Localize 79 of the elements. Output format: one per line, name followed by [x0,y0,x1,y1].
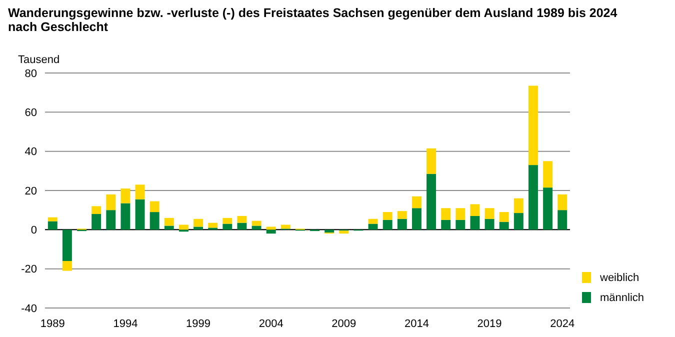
bar [194,218,204,227]
bar [397,211,407,219]
y-tick-label: 40 [24,146,37,158]
bar [382,220,392,230]
bar [368,218,378,224]
bar [339,230,349,234]
bar [499,212,509,222]
bar [222,224,232,230]
x-tick-label: 2004 [258,318,284,330]
bar [426,148,436,174]
chart-title: Wanderungsgewinne bzw. -verluste (-) des Freistaates Sachsen gegenüber dem Ausland 1989 bis 2024 [8,6,618,20]
bar [558,210,568,230]
bar [514,213,524,230]
bar [441,208,451,220]
x-tick-label: 2014 [404,318,429,330]
bar [382,212,392,220]
x-tick-label: 1989 [40,318,65,330]
bar [528,165,538,230]
bar [266,230,276,234]
bar [106,194,116,210]
y-axis-title: Tausend [18,54,60,66]
bar [120,188,130,204]
bar [92,214,102,230]
bar [484,208,494,219]
bar [48,221,58,230]
bar [164,218,174,226]
bar [543,161,553,188]
bar [412,208,422,230]
y-tick-label: 20 [24,185,37,198]
bar [222,218,232,224]
y-tick-label: -20 [21,264,37,276]
bar [164,226,174,230]
bar [558,194,568,210]
bar [514,198,524,214]
bar [499,222,509,230]
bar [237,222,247,230]
y-tick-label: 60 [24,107,37,120]
bar [178,224,188,230]
x-tick-label: 2019 [477,318,502,330]
bar [150,201,160,212]
bar [368,224,378,230]
x-tick-label: 2024 [550,318,575,330]
bar [135,199,145,230]
bar [456,208,466,220]
bar [426,174,436,230]
y-tick-label: 80 [24,68,37,80]
legend-label: weiblich [599,272,640,284]
bar [106,210,116,230]
chart-subtitle: nach Geschlecht [8,20,109,34]
y-tick-label: 0 [30,224,37,237]
x-tick-label: 1994 [113,318,138,330]
bar [528,86,538,166]
bar [252,226,262,230]
bar [62,261,72,271]
bar [237,216,247,223]
x-tick-label: 2009 [332,318,356,330]
bar [470,216,480,230]
bar [208,222,218,228]
bar [397,218,407,230]
legend-label: männlich [600,292,644,304]
bar [48,217,58,222]
bar [441,220,451,230]
bar [456,220,466,230]
bar [194,226,204,230]
bar [543,188,553,230]
x-tick-label: 1999 [186,318,211,330]
bar [470,204,480,216]
bar [150,212,160,230]
bar [280,224,290,229]
bar [412,196,422,208]
y-tick-label: -40 [21,302,37,315]
bar [120,203,130,230]
bar [266,226,276,230]
bar [484,218,494,230]
bar [324,230,334,233]
bar [135,184,145,200]
bar [92,206,102,214]
bar [62,230,72,261]
bar [252,220,262,226]
